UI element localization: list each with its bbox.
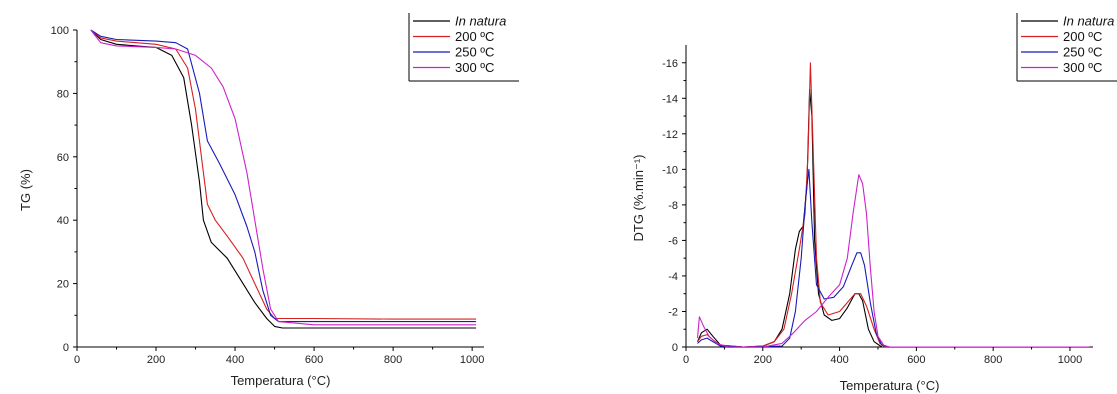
x-tick-label: 200: [147, 354, 165, 366]
x-axis-title: Temperatura (°C): [840, 378, 940, 393]
x-tick-label: 1000: [1058, 354, 1082, 366]
y-tick-label: -12: [662, 129, 678, 141]
x-tick-label: 400: [226, 354, 244, 366]
x-tick-label: 600: [907, 354, 925, 366]
legend-label: In natura: [455, 14, 506, 29]
x-tick-label: 0: [74, 354, 80, 366]
y-tick-label: -16: [662, 58, 678, 70]
y-tick-label: -10: [662, 164, 678, 176]
series-line-0: [696, 88, 1090, 347]
legend-label: 200 ºC: [1063, 29, 1102, 44]
y-tick-label: 40: [57, 215, 69, 227]
series-line-3: [90, 29, 477, 326]
series-line-0: [90, 29, 477, 329]
series-line-2: [697, 168, 1090, 347]
tg-chart: 0 200 400 600 800 1000 0 20 40 60 80 100 Temperatura…: [18, 13, 519, 388]
y-tick-label: 80: [57, 88, 69, 100]
y-tick-label: 0: [63, 342, 69, 354]
legend-label: In natura: [1063, 14, 1114, 29]
y-axis-title: TG (%): [18, 169, 33, 211]
x-tick-label: 600: [305, 354, 323, 366]
y-tick-label: -14: [662, 93, 678, 105]
legend-label: 300 ºC: [455, 60, 494, 75]
x-tick-label: 800: [984, 354, 1002, 366]
y-tick-label: 60: [57, 152, 69, 164]
x-tick-label: 1000: [460, 354, 484, 366]
series-line-1: [697, 62, 1090, 347]
legend-label: 300 ºC: [1063, 60, 1102, 75]
x-tick-label: 0: [683, 354, 689, 366]
legend-label: 250 ºC: [455, 45, 494, 60]
legend-label: 250 ºC: [1063, 45, 1102, 60]
y-tick-label: 0: [672, 342, 678, 354]
y-tick-label: 20: [57, 279, 69, 291]
y-tick-label: -6: [668, 235, 678, 247]
x-tick-label: 400: [830, 354, 848, 366]
series-line-3: [696, 174, 1090, 347]
legend-label: 200 ºC: [455, 29, 494, 44]
y-axis-title: DTG (%.min⁻¹): [631, 154, 646, 241]
y-tick-label: -4: [668, 271, 678, 283]
x-tick-label: 800: [384, 354, 402, 366]
y-tick-label: -8: [668, 200, 678, 212]
legend-box: [1017, 13, 1117, 81]
y-tick-label: -2: [668, 306, 678, 318]
y-tick-label: 100: [51, 25, 69, 37]
legend-box: [409, 13, 519, 81]
dtg-chart: 0 200 400 600 800 1000 0 -2 -4 -6 -8 -10 -12 -14 -16 Te…: [631, 13, 1117, 393]
x-axis-title: Temperatura (°C): [231, 373, 331, 388]
x-tick-label: 200: [754, 354, 772, 366]
